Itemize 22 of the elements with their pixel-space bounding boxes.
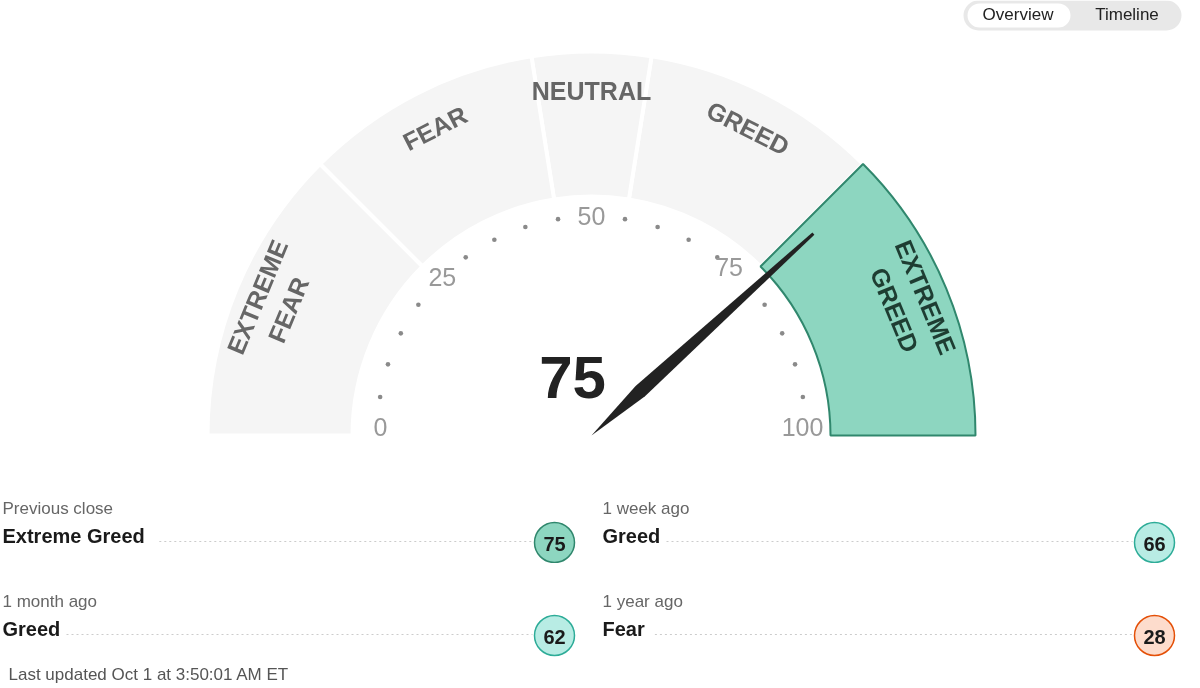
text: 75 <box>715 252 743 281</box>
data-label: 75 <box>539 344 606 411</box>
text: Greed <box>2 618 61 640</box>
text: 100 <box>781 412 824 441</box>
text: Previous close <box>2 499 114 518</box>
text: 75 <box>543 532 566 555</box>
text: Timeline <box>1095 5 1159 24</box>
text: Overview <box>982 5 1055 24</box>
text: 50 <box>577 201 606 230</box>
text: 1 year ago <box>602 592 683 611</box>
text: 1 week ago <box>602 499 690 518</box>
data-label: 62 <box>543 625 566 648</box>
data-label: 28 <box>1143 625 1166 648</box>
slice-label: NEUTRAL <box>531 76 652 105</box>
data-label: 66 <box>1143 532 1166 555</box>
text: Fear <box>602 618 645 640</box>
text: 25 <box>428 263 457 292</box>
text: 0 <box>373 412 388 441</box>
text: Extreme Greed <box>2 525 145 547</box>
text: Greed <box>602 525 661 547</box>
text: 1 month ago <box>2 592 98 611</box>
text: Last updated Oct 1 at 3:50:01 AM ET <box>8 665 289 684</box>
